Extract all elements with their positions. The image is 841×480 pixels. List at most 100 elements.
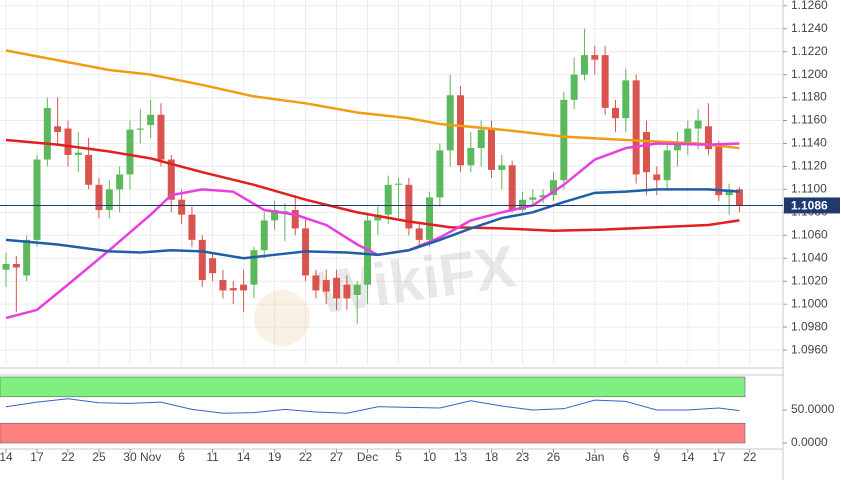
candle-body (157, 114, 165, 160)
candle-body (426, 197, 434, 240)
candle-body (488, 129, 496, 170)
x-tick-label: 19 (268, 450, 282, 464)
x-tick-label: 17 (30, 450, 44, 464)
x-tick-label: 6 (178, 450, 185, 464)
x-tick-label: 23 (516, 450, 530, 464)
candle-body (12, 263, 20, 268)
y-tick-label: 1.1260 (791, 0, 828, 12)
candle-body (322, 280, 330, 292)
candle-body (529, 197, 537, 200)
candle-body (353, 284, 361, 295)
candle-body (229, 288, 237, 291)
candle-body (250, 250, 258, 285)
y-tick-label: 1.1240 (791, 21, 828, 35)
candle-body (457, 95, 465, 166)
y-tick-label: 1.1000 (791, 296, 828, 310)
x-tick-label: 17 (712, 450, 726, 464)
candle-body (240, 284, 248, 291)
x-tick-label: 22 (299, 450, 313, 464)
indicator-band (0, 422, 746, 444)
candle-body (209, 258, 217, 274)
y-tick-label: 1.1040 (791, 250, 828, 264)
watermark-logo (254, 290, 310, 346)
candle-body (198, 239, 206, 281)
candle-body (477, 129, 485, 149)
last-price-label: 1.1086 (791, 199, 828, 213)
candle-body (415, 228, 423, 240)
y-tick-label: 1.1100 (791, 182, 827, 196)
candle-body (591, 55, 599, 60)
x-tick-label: 6 (622, 450, 629, 464)
candle-body (539, 195, 547, 198)
candle-body (436, 150, 444, 198)
candle-body (570, 74, 578, 100)
y-tick-label: 1.0960 (791, 342, 828, 356)
x-tick-label: 30 (123, 450, 137, 464)
candle-body (147, 114, 155, 126)
candle-body (498, 165, 506, 170)
y-tick-label: 1.0980 (791, 319, 828, 333)
candle-body (395, 183, 403, 185)
candle-body (105, 189, 113, 211)
candle-body (188, 214, 196, 240)
candle-body (684, 128, 692, 145)
candle-body (312, 275, 320, 291)
x-tick-label: 10 (423, 450, 437, 464)
candle-body (178, 199, 186, 215)
last-price-box (784, 197, 840, 214)
candle-body (64, 128, 72, 155)
y-tick-label: 1.1180 (791, 90, 827, 104)
y-tick-label: 1.1220 (791, 44, 828, 58)
candle-body (715, 144, 723, 196)
candle-body (632, 80, 640, 175)
candle-body (54, 126, 62, 132)
candle-body (260, 220, 268, 251)
y-tick-label: 1.1160 (791, 113, 827, 127)
candle-body (446, 95, 454, 151)
candle-body (549, 180, 557, 196)
x-tick-label: 22 (743, 450, 757, 464)
candle-body (116, 174, 124, 190)
candle-body (271, 210, 279, 221)
candle-body (33, 159, 41, 240)
candle-body (374, 214, 382, 221)
x-tick-label: Jan (585, 450, 604, 464)
candle-body (384, 184, 392, 215)
y-tick-label: 1.1140 (791, 136, 827, 150)
candle-body (560, 99, 568, 181)
moving-average (5, 142, 740, 320)
candle-body (95, 184, 103, 211)
y-tick-label: 1.1120 (791, 159, 827, 173)
y-tick-label: 1.1200 (791, 67, 828, 81)
x-tick-label: 9 (653, 450, 660, 464)
x-tick-label: 22 (61, 450, 75, 464)
candle-body (364, 220, 372, 285)
candle-body (126, 129, 134, 175)
candle-body (694, 120, 702, 129)
indicator-band (0, 376, 746, 398)
moving-average (5, 49, 740, 150)
x-tick-label: Dec (357, 450, 378, 464)
candle-body (653, 174, 661, 181)
candle-body (405, 184, 413, 229)
x-tick-label: 18 (485, 450, 499, 464)
indicator-line (5, 398, 740, 414)
candle-body (580, 55, 588, 75)
moving-average (5, 138, 740, 232)
candle-body (43, 107, 51, 160)
candle-body (467, 148, 475, 166)
y-tick-label: 1.1060 (791, 227, 828, 241)
candle-body (519, 199, 526, 211)
candle-body (219, 280, 227, 291)
x-tick-label: 14 (681, 450, 695, 464)
x-tick-label: 27 (330, 450, 344, 464)
indicator-tick-label: 50.0000 (791, 402, 835, 416)
x-tick-label: 5 (395, 450, 402, 464)
candle-body (735, 189, 743, 206)
candle-body (622, 80, 630, 119)
candle-body (136, 128, 144, 130)
x-tick-label: 13 (454, 450, 468, 464)
moving-average (5, 188, 740, 260)
